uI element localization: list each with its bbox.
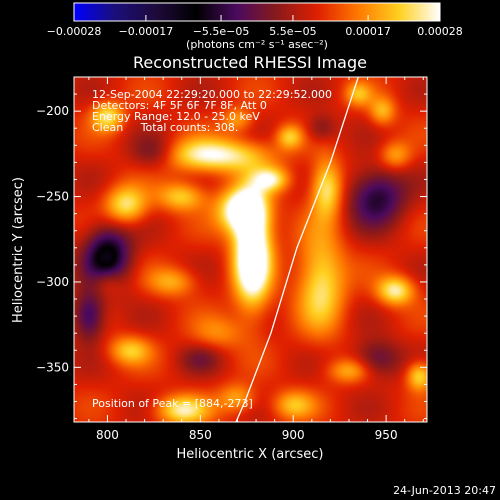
axis-ticks: 800 850 900 950 −350 −300 −250 −200	[36, 76, 427, 442]
info-overlay: 12-Sep-2004 22:29:20.000 to 22:29:52.000…	[92, 88, 332, 134]
colorbar-tick-label: 0.00028	[417, 25, 463, 38]
x-tick-label: 900	[282, 428, 305, 442]
y-tick-label: −250	[36, 190, 69, 204]
colorbar-tick-label: 0.00017	[345, 25, 391, 38]
colorbar-tick-label: −0.00017	[119, 25, 174, 38]
solar-limb-line	[235, 77, 359, 422]
heatmap-image	[74, 77, 427, 422]
chart-title: Reconstructed RHESSI Image	[133, 53, 367, 72]
x-tick-label: 950	[375, 428, 398, 442]
info-line-time: 12-Sep-2004 22:29:20.000 to 22:29:52.000	[92, 88, 332, 101]
x-tick-label: 800	[96, 428, 119, 442]
colorbar	[73, 2, 441, 22]
info-line-energy: Energy Range: 12.0 - 25.0 keV	[92, 110, 260, 123]
peak-position-label: Position of Peak = [884,-273]	[92, 397, 253, 410]
colorbar-tick-label: −0.00028	[47, 25, 102, 38]
y-tick-label: −200	[36, 104, 69, 118]
colorbar-tick-label: 5.5e−05	[269, 25, 316, 38]
colorbar-units: (photons cm⁻² s⁻¹ asec⁻²)	[186, 38, 328, 51]
info-line-detectors: Detectors: 4F 5F 6F 7F 8F, Att 0	[92, 99, 267, 112]
info-line-counts: Clean Total counts: 308.	[92, 121, 238, 134]
x-axis-label: Heliocentric X (arcsec)	[177, 447, 324, 462]
colorbar-ticks: −0.00028 −0.00017 −5.5e−05 5.5e−05 0.00017 0.…	[47, 15, 463, 38]
y-tick-label: −350	[36, 360, 69, 374]
y-axis-label: Heliocentric Y (arcsec)	[11, 177, 26, 323]
y-tick-label: −300	[36, 275, 69, 289]
plot-frame	[73, 76, 428, 423]
x-tick-label: 850	[189, 428, 212, 442]
colorbar-tick-label: −5.5e−05	[193, 25, 250, 38]
date-stamp: 24-Jun-2013 20:47	[393, 484, 496, 497]
